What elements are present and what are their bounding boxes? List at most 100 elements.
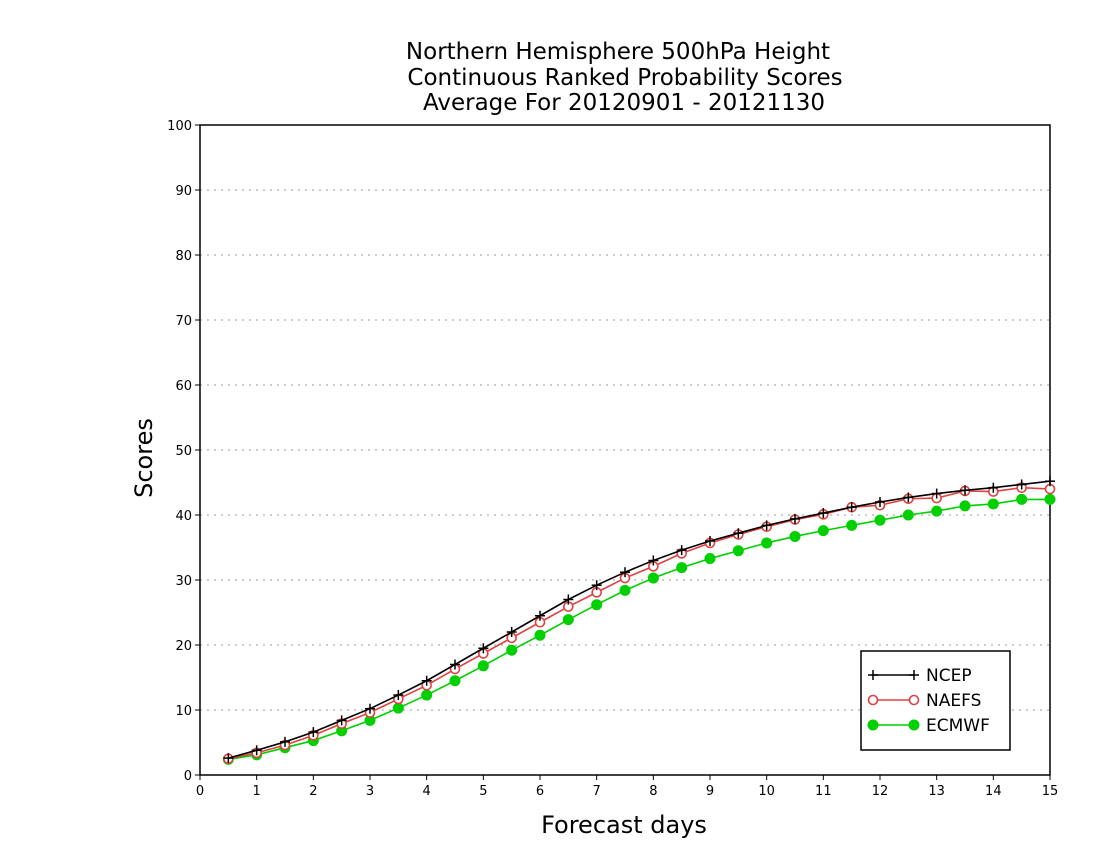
x-tick-label: 11 [815,784,832,799]
y-tick-label: 100 [167,119,192,134]
title-line-1: Northern Hemisphere 500hPa Height [406,39,830,65]
x-tick-label: 15 [1042,784,1059,799]
ecmwf-point [619,584,631,596]
ecmwf-point [789,530,801,542]
ecmwf-point [902,509,914,521]
x-tick-label: 12 [872,784,889,799]
ncep-point [875,497,885,507]
chart-title: Northern Hemisphere 500hPa Height Contin… [406,39,843,116]
ncep-point [790,513,800,524]
legend-marker [868,670,878,680]
legend-label-ecmwf: ECMWF [926,716,990,736]
ecmwf-point [846,519,858,531]
x-tick-label: 2 [309,784,317,799]
legend-marker [908,719,920,731]
grid-lines [200,189,1050,711]
ecmwf-point [874,514,886,526]
ncep-point [308,727,319,738]
ncep-point [223,753,234,764]
ecmwf-point [732,545,744,557]
x-tick-label: 1 [253,784,261,799]
series-ncep [223,476,1055,764]
legend-label-ncep: NCEP [926,666,972,686]
ecmwf-point [562,614,574,626]
x-tick-label: 0 [196,784,204,799]
legend-marker [867,694,879,706]
ecmwf-point [931,505,943,517]
ncep-point [535,610,545,621]
ecmwf-point [392,702,404,714]
y-tick-label: 20 [175,639,192,654]
series-layer [222,476,1056,765]
y-tick-label: 30 [175,574,192,589]
x-tick-label: 14 [985,784,1002,799]
ncep-point [591,580,602,591]
y-axis-title: Scores [130,418,158,498]
ecmwf-point [817,525,829,537]
legend-entry-ncep: NCEP [868,666,972,686]
ecmwf-point [1016,493,1028,505]
legend-marker [908,694,920,706]
ecmwf-point [1044,493,1056,505]
ncep-point [903,492,914,503]
ecmwf-point [477,660,489,672]
legend-entry-ecmwf: ECMWF [867,716,990,736]
ncep-point [478,643,489,654]
y-tick-label: 10 [175,704,192,719]
ncep-point [620,567,630,578]
series-ecmwf [222,493,1056,765]
ncep-point [421,675,432,686]
ncep-point [251,745,262,756]
ncep-point [1016,479,1027,490]
x-tick-label: 3 [366,784,374,799]
title-line-2: Continuous Ranked Probability Scores [407,65,842,91]
ncep-point [450,659,460,670]
x-axis-title: Forecast days [541,811,707,839]
ncep-point [733,528,744,539]
x-tick-label: 9 [706,784,714,799]
legend: NCEP NAEFS ECMWF [860,650,1011,751]
legend-marker [909,670,919,680]
ecmwf-point [959,500,971,512]
ecmwf-point [506,644,518,656]
y-tick-label: 90 [175,184,192,199]
x-tick-label: 7 [593,784,601,799]
ncep-point [393,690,404,701]
ecmwf-point [534,629,546,641]
x-tick-label: 5 [479,784,487,799]
ecmwf-point [676,562,688,574]
ncep-point [563,594,574,605]
legend-marker [867,719,879,731]
ncep-point [988,482,999,493]
y-tick-label: 80 [175,249,192,264]
ncep-point [761,520,772,531]
ecmwf-point [761,537,773,549]
legend-label-naefs: NAEFS [926,691,981,711]
y-tick-label: 60 [175,379,192,394]
y-tick-label: 0 [184,769,192,784]
ecmwf-point [704,553,716,565]
ecmwf-point [591,599,603,611]
x-tick-label: 8 [649,784,657,799]
x-tick-label: 4 [423,784,431,799]
y-tick-label: 70 [175,314,192,329]
legend-entry-naefs: NAEFS [867,691,981,711]
x-tick-label: 10 [758,784,775,799]
ecmwf-point [987,498,999,510]
ncep-point [960,485,970,496]
y-tick-label: 50 [175,444,192,459]
ncep-point [648,555,659,566]
ncep-point [506,627,517,637]
ecmwf-point [647,572,659,584]
ncep-point [676,545,687,556]
x-tick-label: 13 [928,784,945,799]
x-tick-label: 6 [536,784,544,799]
ncep-point [365,703,375,714]
y-tick-label: 40 [175,509,192,524]
ncep-point [280,736,290,747]
ncep-point [705,536,715,546]
ncep-point [846,502,857,513]
ecmwf-point [421,689,433,701]
